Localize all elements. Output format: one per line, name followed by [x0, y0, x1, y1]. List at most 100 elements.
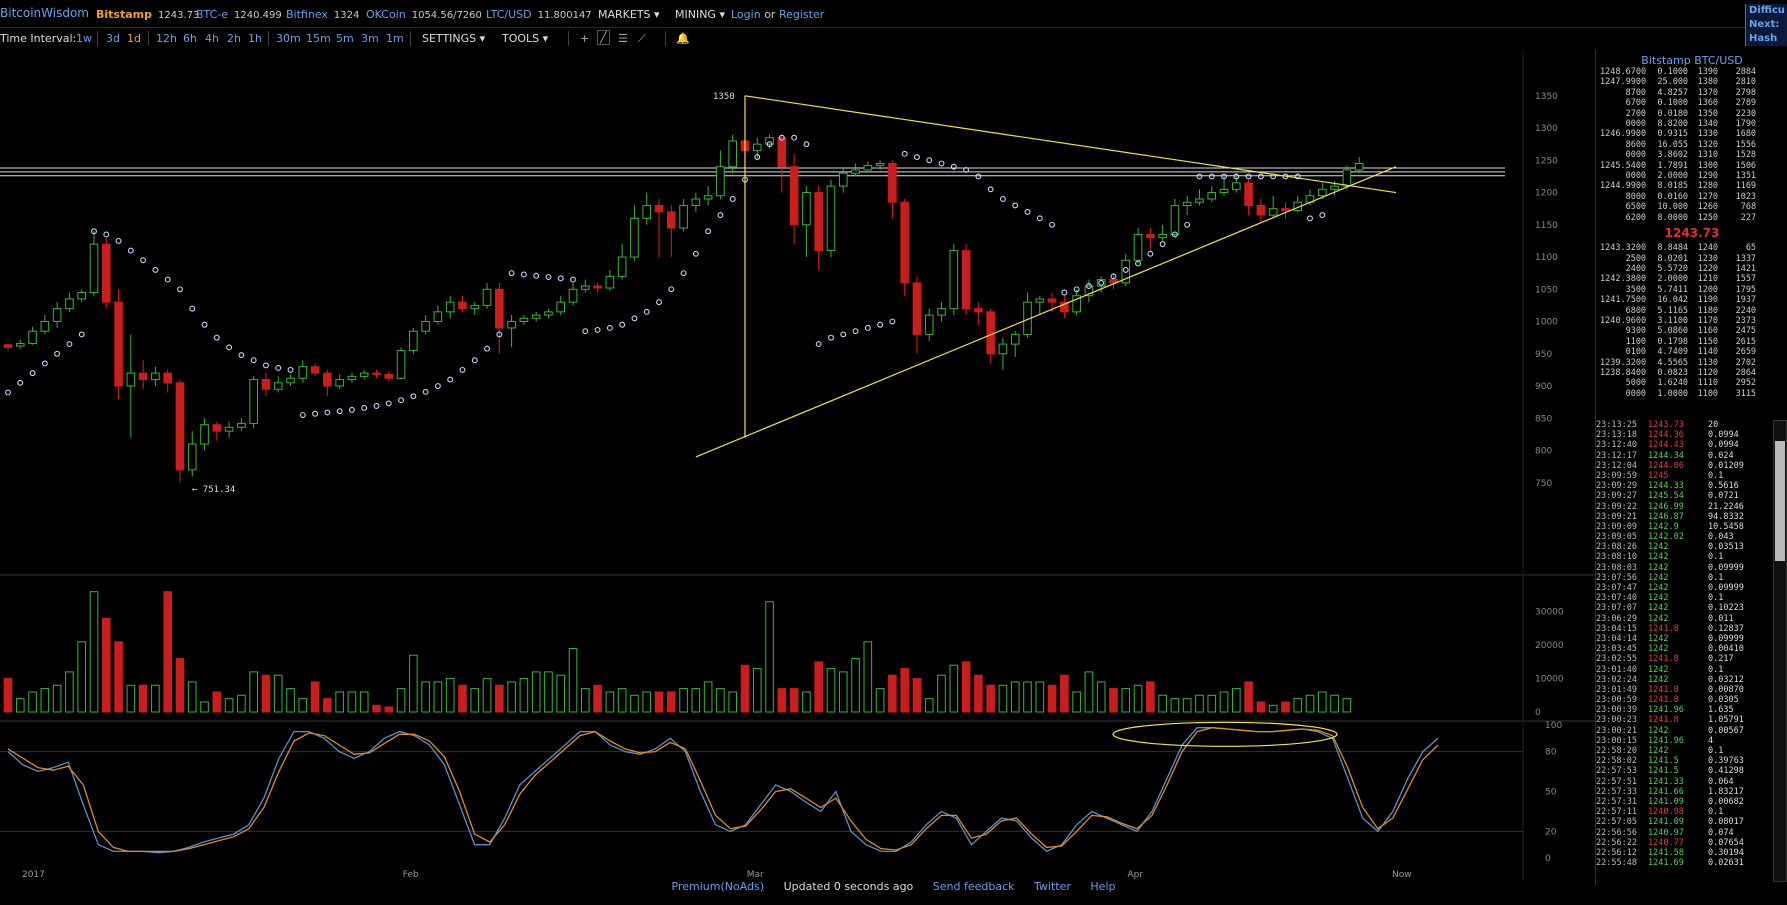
volume-bar	[138, 684, 148, 713]
mining-menu[interactable]: MINING ▾	[675, 8, 725, 21]
line-draw-icon[interactable]: ╱	[597, 30, 610, 45]
ask-row[interactable]: 1244.9900 8.0185 1280 1169	[1600, 181, 1760, 191]
hline-icon[interactable]: ☰	[618, 32, 628, 45]
ask-row[interactable]: 1245.5400 1.7891 1300 1506	[1600, 161, 1760, 171]
interval-15m[interactable]: 15m	[306, 32, 331, 45]
candle-body	[581, 285, 590, 290]
login-link[interactable]: Login	[731, 8, 761, 21]
ask-cell: 1260	[1697, 202, 1719, 213]
candle-body	[212, 424, 222, 432]
ask-row[interactable]: 2700 0.0180 1350 2230	[1600, 109, 1760, 119]
trade-row: 23:12:04 1244.06 0.01209	[1596, 461, 1772, 471]
interval-1w[interactable]: 1w	[76, 32, 92, 45]
scrollbar-thumb[interactable]	[1775, 441, 1785, 561]
ask-cell: 1245.5400	[1600, 160, 1647, 171]
trade-time: 23:09:09	[1596, 521, 1637, 532]
price-chart-svg[interactable]: 1350← 751.34 750800850900950100010501100…	[0, 50, 1595, 880]
tools-menu[interactable]: TOOLS ▾	[502, 32, 548, 45]
interval-4h[interactable]: 4h	[205, 32, 219, 45]
ask-row[interactable]: 1246.9900 0.9315 1330 1680	[1600, 129, 1760, 139]
ask-row[interactable]: 0000 8.8200 1340 1790	[1600, 119, 1760, 129]
trade-history[interactable]: 23:13:25 1243.73 20 23:13:18 1244.36 0.0994 23…	[1596, 420, 1772, 868]
ask-row[interactable]: 0000 2.0000 1290 1351	[1600, 171, 1760, 181]
trade-scrollbar[interactable]	[1773, 420, 1787, 882]
brand-logo[interactable]: BitcoinWisdom	[0, 6, 89, 20]
psar-dot	[656, 299, 662, 306]
bid-row[interactable]: 2400 5.5720 1220 1421	[1600, 264, 1760, 274]
interval-5m[interactable]: 5m	[336, 32, 354, 45]
volume-bar	[310, 681, 320, 713]
ask-row[interactable]: 1247.9900 25.000 1380 2810	[1600, 77, 1760, 87]
bid-row[interactable]: 0100 4.7409 1140 2659	[1600, 347, 1760, 357]
trade-price: 1242	[1648, 542, 1669, 553]
candle-body	[728, 140, 738, 168]
trade-time: 22:57:31	[1596, 796, 1637, 807]
bid-row[interactable]: 5000 1.6240 1110 2952	[1600, 378, 1760, 388]
candle-body	[900, 201, 909, 284]
trade-row: 23:09:21 1246.87 94.8332	[1596, 512, 1772, 522]
register-link[interactable]: Register	[778, 8, 825, 21]
ask-row[interactable]: 8700 4.8257 1370 2798	[1600, 88, 1760, 98]
candle-body	[654, 204, 664, 213]
premium-link[interactable]: Premium(NoAds)	[671, 880, 765, 893]
interval-2h[interactable]: 2h	[227, 32, 241, 45]
bid-row[interactable]: 1243.3200 8.8484 1240 65	[1600, 243, 1760, 253]
candle-body	[1060, 301, 1069, 313]
bid-row[interactable]: 2500 8.0201 1230 1337	[1600, 254, 1760, 264]
volume-bar	[433, 681, 443, 713]
ask-row[interactable]: 8000 0.0160 1270 1023	[1600, 192, 1760, 202]
help-link[interactable]: Help	[1090, 880, 1116, 893]
bid-row[interactable]: 6800 5.1165 1180 2240	[1600, 306, 1760, 316]
interval-30m[interactable]: 30m	[276, 32, 301, 45]
fib-icon[interactable]: ⟋	[638, 32, 646, 45]
interval-3m[interactable]: 3m	[361, 32, 379, 45]
ask-row[interactable]: 6700 0.1000 1360 2789	[1600, 98, 1760, 108]
volume-bar	[679, 688, 688, 713]
ask-row[interactable]: 6200 8.0000 1250 227	[1600, 213, 1760, 223]
trade-time: 23:08:03	[1596, 562, 1637, 573]
psar-dot	[1012, 202, 1019, 209]
ask-row[interactable]: 6500 10.000 1260 768	[1600, 202, 1760, 212]
ticker-bitstamp[interactable]: Bitstamp 1243.73	[96, 8, 199, 21]
bid-row[interactable]: 0000 1.0000 1100 3115	[1600, 389, 1760, 399]
alert-bell-icon[interactable]: 🔔	[676, 32, 690, 45]
ticker-btce[interactable]: BTC-e 1240.499	[196, 8, 282, 21]
trade-row: 23:00:59 1241.8 0.0305	[1596, 695, 1772, 705]
ask-row[interactable]: 1248.6700 0.1000 1390 2884	[1600, 67, 1760, 77]
ticker-ltcusd[interactable]: LTC/USD 11.800147	[486, 8, 592, 21]
feedback-link[interactable]: Send feedback	[932, 880, 1015, 893]
ask-row[interactable]: 0000 3.8602 1310 1528	[1600, 150, 1760, 160]
trade-time: 23:06:29	[1596, 613, 1637, 624]
interval-12h[interactable]: 12h	[156, 32, 177, 45]
crosshair-icon[interactable]: +	[580, 32, 590, 45]
interval-1d[interactable]: 1d	[127, 32, 141, 45]
bid-row[interactable]: 9300 5.0860 1160 2475	[1600, 326, 1760, 336]
ask-cell: 1370	[1697, 87, 1719, 98]
volume-bar	[998, 684, 1008, 713]
interval-3d[interactable]: 3d	[106, 32, 120, 45]
interval-6h[interactable]: 6h	[183, 32, 197, 45]
bid-row[interactable]: 1241.7500 16.042 1190 1937	[1600, 295, 1760, 305]
chart-area[interactable]: 1350 ← 751.34 750 800 850 900 950 1000 1050 1100…	[0, 50, 1595, 883]
volume-bar	[937, 674, 946, 713]
bid-row[interactable]: 1242.3800 2.0000 1210 1557	[1600, 274, 1760, 284]
markets-menu[interactable]: MARKETS ▾	[598, 8, 660, 21]
chevron-down-icon: ▾	[654, 8, 660, 21]
bid-row[interactable]: 1100 0.1798 1150 2615	[1600, 337, 1760, 347]
bid-row[interactable]: 1240.9600 3.1100 1170 2373	[1600, 316, 1760, 326]
interval-1h[interactable]: 1h	[248, 32, 262, 45]
bid-row[interactable]: 1238.8400 0.0823 1120 2864	[1600, 368, 1760, 378]
interval-1m[interactable]: 1m	[386, 32, 404, 45]
candle-body	[163, 372, 172, 384]
volume-bar	[1133, 684, 1143, 713]
ticker-bitfinex[interactable]: Bitfinex 1324	[286, 8, 359, 21]
bid-row[interactable]: 1239.3200 4.5565 1130 2702	[1600, 358, 1760, 368]
twitter-link[interactable]: Twitter	[1034, 880, 1071, 893]
bid-cell: 3115	[1735, 388, 1757, 399]
ask-cell: 1310	[1697, 150, 1719, 161]
settings-menu[interactable]: SETTINGS ▾	[422, 32, 485, 45]
trade-time: 23:09:22	[1596, 501, 1637, 512]
bid-row[interactable]: 3500 5.7411 1200 1795	[1600, 285, 1760, 295]
ticker-okcoin[interactable]: OKCoin 1054.56/7260	[366, 8, 482, 21]
ask-row[interactable]: 8600 16.055 1320 1556	[1600, 140, 1760, 150]
